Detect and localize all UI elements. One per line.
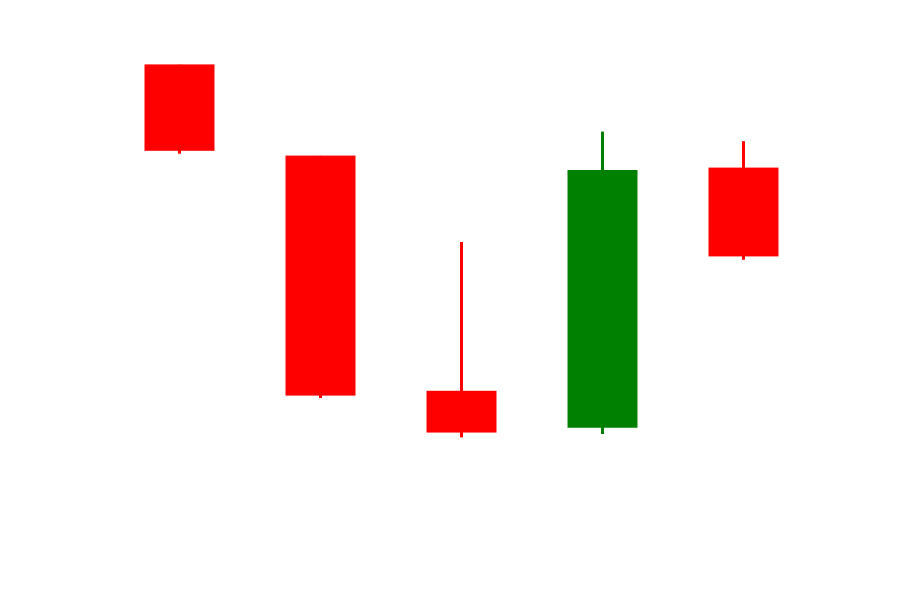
candle-body bbox=[567, 170, 638, 428]
candle-2 bbox=[285, 155, 356, 398]
candle-body bbox=[426, 390, 497, 433]
candle-body bbox=[285, 155, 356, 396]
candle-body bbox=[144, 64, 215, 151]
candle-3 bbox=[426, 242, 497, 438]
candle-wick bbox=[460, 242, 463, 438]
candle-4 bbox=[567, 131, 638, 434]
candle-1 bbox=[144, 64, 215, 154]
candles-layer bbox=[144, 64, 779, 438]
candle-5 bbox=[708, 141, 779, 260]
candle-body bbox=[708, 167, 779, 257]
